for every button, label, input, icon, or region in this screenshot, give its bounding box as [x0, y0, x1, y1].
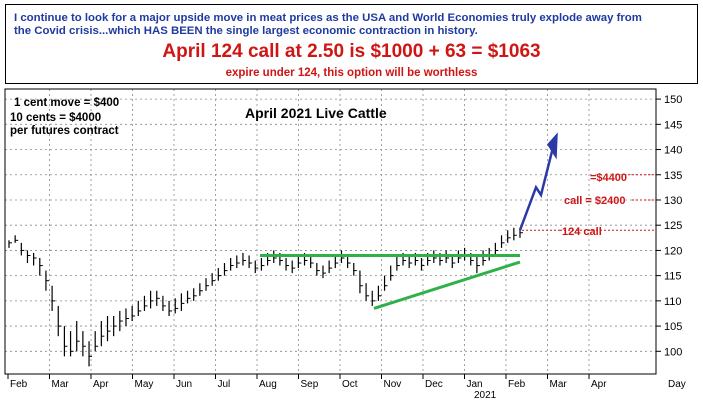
note-line-2: 10 cents = $4000 — [10, 112, 101, 124]
x-tick-label-10: Dec — [425, 379, 443, 390]
banner-subline: expire under 124, this option will be wo… — [225, 67, 478, 79]
y-tick-label-135: 135 — [664, 170, 682, 182]
axes: 100 105 110 115 120 125 130 135 140 145 150 Feb Mar A… — [7, 94, 682, 390]
grid — [5, 89, 656, 374]
y-tick-label-105: 105 — [664, 321, 682, 333]
x-tick-label-14: Apr — [591, 379, 607, 390]
x-tick-label-1: Mar — [52, 379, 70, 390]
note-line-1: 1 cent move = $400 — [14, 97, 119, 109]
year-label: 2021 — [474, 390, 497, 401]
commentary-banner: I continue to look for a major upside mo… — [5, 4, 698, 84]
y-tick-label-115: 115 — [664, 271, 682, 283]
x-tick-label-12: Feb — [508, 379, 526, 390]
x-tick-label-6: Aug — [259, 379, 277, 390]
banner-headline: April 124 call at 2.50 is $1000 + 63 = $… — [162, 41, 541, 62]
x-axis-unit: Day — [668, 379, 686, 390]
x-tick-label-7: Sep — [301, 379, 319, 390]
x-tick-label-13: Mar — [550, 379, 568, 390]
x-tick-label-0: Feb — [10, 379, 28, 390]
label-4400: =$4400 — [590, 172, 627, 184]
y-tick-label-110: 110 — [664, 296, 682, 308]
y-tick-label-100: 100 — [664, 346, 682, 358]
plot-frame — [4, 88, 657, 375]
price-bars — [8, 227, 523, 367]
projection-arrowhead — [547, 132, 558, 160]
x-tick-label-9: Nov — [384, 379, 402, 390]
support-trendline — [373, 260, 521, 310]
y-tick-label-130: 130 — [664, 195, 682, 207]
y-tick-label-140: 140 — [664, 145, 682, 157]
y-tick-label-120: 120 — [664, 245, 682, 257]
x-tick-label-4: Jun — [176, 379, 192, 390]
chart-title: April 2021 Live Cattle — [245, 105, 387, 121]
y-tick-label-145: 145 — [664, 119, 682, 131]
x-tick-label-5: Jul — [218, 379, 231, 390]
y-tick-label-150: 150 — [664, 94, 682, 106]
x-tick-label-2: Apr — [93, 379, 109, 390]
label-124-call: 124 call — [562, 226, 602, 238]
x-tick-label-8: Oct — [342, 379, 358, 390]
banner-line-1: I continue to look for a major upside mo… — [14, 12, 642, 24]
projection-path — [518, 139, 557, 231]
note-line-3: per futures contract — [10, 125, 119, 137]
banner-line-2: the Covid crisis...which HAS BEEN the si… — [14, 25, 478, 37]
x-tick-label-11: Jan — [467, 379, 483, 390]
label-2400: call = $2400 — [564, 195, 625, 207]
x-tick-label-3: May — [135, 379, 154, 390]
trend-lines — [260, 132, 656, 310]
y-tick-label-125: 125 — [664, 220, 682, 232]
